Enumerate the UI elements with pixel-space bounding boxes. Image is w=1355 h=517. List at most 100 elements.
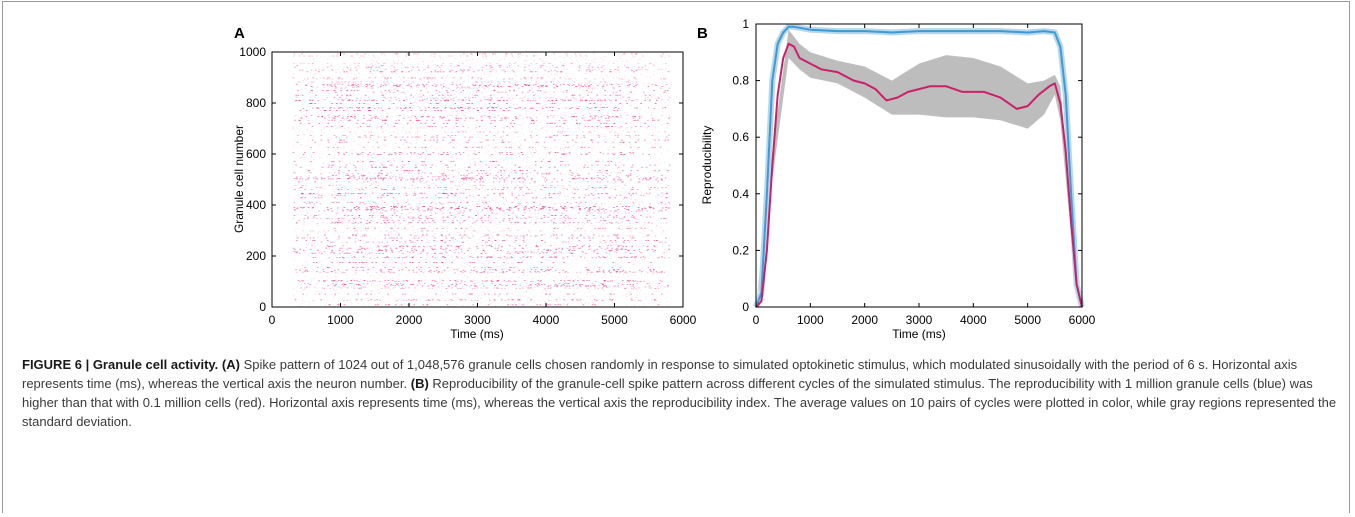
spike-mark bbox=[322, 247, 324, 249]
spike-mark bbox=[369, 290, 371, 291]
spike-mark bbox=[656, 240, 658, 241]
spike-mark bbox=[331, 301, 332, 303]
spike-mark bbox=[449, 212, 452, 214]
spike-mark bbox=[299, 166, 302, 168]
spike-mark bbox=[501, 246, 503, 248]
spike-mark bbox=[426, 184, 428, 185]
spike-mark bbox=[543, 306, 545, 307]
spike-mark bbox=[358, 249, 360, 251]
spike-mark bbox=[461, 178, 463, 180]
spike-mark bbox=[463, 210, 465, 212]
spike-mark bbox=[309, 284, 311, 285]
spike-mark bbox=[336, 239, 338, 240]
spike-mark bbox=[355, 284, 358, 285]
spike-mark bbox=[424, 235, 426, 236]
spike-mark bbox=[497, 257, 500, 258]
spike-mark bbox=[447, 268, 449, 269]
spike-mark bbox=[296, 251, 299, 253]
spike-mark bbox=[441, 203, 444, 205]
spike-mark bbox=[374, 217, 376, 218]
spike-mark bbox=[356, 268, 358, 269]
spike-mark bbox=[403, 303, 405, 305]
spike-mark bbox=[432, 299, 434, 301]
spike-mark bbox=[484, 215, 486, 216]
spike-mark bbox=[369, 178, 372, 179]
spike-mark bbox=[481, 283, 484, 284]
spike-mark bbox=[301, 157, 303, 158]
spike-mark bbox=[657, 188, 659, 190]
spike-mark bbox=[501, 177, 503, 179]
spike-mark bbox=[393, 158, 395, 159]
spike-mark bbox=[354, 263, 356, 265]
spike-mark bbox=[629, 235, 631, 237]
spike-mark bbox=[514, 187, 516, 189]
spike-mark bbox=[469, 293, 471, 295]
spike-mark bbox=[578, 175, 580, 177]
spike-mark bbox=[571, 236, 573, 238]
spike-mark bbox=[396, 239, 398, 241]
spike-mark bbox=[295, 236, 297, 237]
spike-mark bbox=[414, 242, 416, 243]
spike-mark bbox=[613, 285, 616, 287]
spike-mark bbox=[544, 276, 546, 278]
spike-mark bbox=[459, 267, 461, 269]
spike-mark bbox=[661, 284, 663, 286]
spike-mark bbox=[501, 269, 504, 271]
spike-mark bbox=[475, 187, 477, 189]
spike-mark bbox=[356, 211, 358, 213]
spike-mark bbox=[577, 222, 580, 224]
spike-mark bbox=[362, 169, 364, 171]
spike-mark bbox=[489, 257, 491, 258]
spike-mark bbox=[587, 166, 589, 168]
spike-mark bbox=[468, 165, 470, 167]
spike-mark bbox=[451, 299, 454, 301]
spike-mark bbox=[429, 221, 431, 223]
spike-mark bbox=[354, 230, 356, 232]
spike-mark bbox=[578, 197, 581, 199]
spike-mark bbox=[410, 178, 412, 180]
spike-mark bbox=[526, 290, 528, 292]
spike-mark bbox=[591, 187, 594, 188]
spike-mark bbox=[470, 269, 473, 271]
spike-mark bbox=[374, 299, 376, 301]
spike-mark bbox=[411, 190, 412, 192]
spike-mark bbox=[474, 160, 476, 162]
spike-mark bbox=[339, 190, 341, 192]
spike-mark bbox=[314, 277, 316, 279]
spike-mark bbox=[514, 214, 516, 216]
spike-mark bbox=[398, 177, 401, 179]
spike-mark bbox=[503, 179, 505, 180]
spike-mark bbox=[443, 187, 446, 188]
spike-mark bbox=[564, 218, 567, 220]
spike-mark bbox=[586, 280, 588, 281]
spike-mark bbox=[395, 296, 397, 298]
spike-mark bbox=[648, 154, 650, 155]
spike-mark bbox=[346, 227, 349, 229]
spike-mark bbox=[616, 271, 618, 273]
spike-mark bbox=[587, 194, 590, 196]
spike-mark bbox=[413, 191, 415, 192]
spike-mark bbox=[450, 187, 453, 189]
spike-mark bbox=[400, 306, 402, 307]
spike-mark bbox=[405, 201, 408, 203]
spike-mark bbox=[405, 299, 408, 301]
spike-mark bbox=[307, 207, 310, 208]
spike-mark bbox=[513, 178, 515, 179]
spike-mark bbox=[638, 168, 640, 170]
spike-mark bbox=[366, 181, 369, 183]
spike-mark bbox=[655, 291, 657, 292]
spike-mark bbox=[341, 272, 343, 274]
spike-mark bbox=[357, 252, 359, 254]
spike-mark bbox=[600, 266, 602, 268]
spike-mark bbox=[616, 247, 618, 249]
spike-mark bbox=[335, 180, 337, 182]
spike-mark bbox=[338, 195, 340, 197]
spike-mark bbox=[417, 216, 420, 218]
spike-mark bbox=[565, 286, 568, 288]
spike-mark bbox=[626, 257, 629, 258]
spike-mark bbox=[490, 246, 493, 248]
spike-mark bbox=[340, 189, 343, 190]
spike-mark bbox=[301, 280, 303, 282]
spike-mark bbox=[402, 265, 404, 267]
spike-mark bbox=[439, 201, 441, 203]
